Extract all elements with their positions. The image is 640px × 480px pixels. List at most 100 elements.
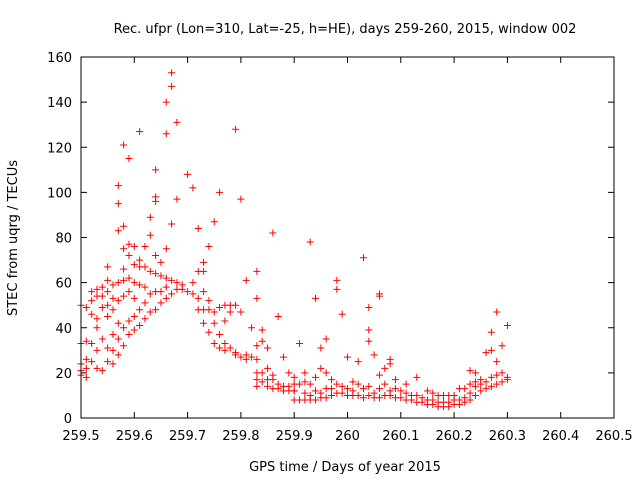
y-tick-label: 120 (47, 141, 72, 156)
data-point (114, 200, 122, 208)
data-point (104, 312, 112, 320)
data-point (322, 335, 330, 343)
data-point (173, 279, 181, 287)
data-point (120, 342, 128, 350)
data-point (503, 373, 511, 381)
data-point (157, 288, 165, 296)
data-point (301, 378, 309, 386)
data-point (205, 306, 213, 314)
data-point (141, 243, 149, 251)
data-point (248, 353, 256, 361)
chart-title: Rec. ufpr (Lon=310, Lat=-25, h=HE), days… (114, 22, 577, 37)
data-point (418, 394, 426, 402)
data-point (98, 292, 106, 300)
data-point (120, 292, 128, 300)
data-point (301, 389, 309, 397)
data-point (269, 229, 277, 237)
data-point (237, 353, 245, 361)
data-point (82, 355, 90, 363)
data-point (248, 324, 256, 332)
data-point (285, 382, 293, 390)
data-point (482, 385, 490, 393)
data-point (136, 306, 144, 314)
data-point (146, 267, 154, 275)
data-point (386, 387, 394, 395)
data-point (493, 371, 501, 379)
data-point (200, 319, 208, 327)
data-point (173, 118, 181, 126)
data-point (216, 303, 224, 311)
data-point (109, 360, 117, 368)
data-point (93, 285, 101, 293)
data-point (120, 276, 128, 284)
data-point (253, 376, 261, 384)
data-point (200, 258, 208, 266)
x-tick-label: 260.3 (489, 429, 526, 444)
data-point (130, 261, 138, 269)
data-point (157, 299, 165, 307)
data-point (381, 380, 389, 388)
data-point (455, 396, 463, 404)
data-point (290, 387, 298, 395)
data-point (210, 218, 218, 226)
data-point (375, 290, 383, 298)
data-point (146, 213, 154, 221)
data-point (194, 294, 202, 302)
data-point (498, 378, 506, 386)
data-point (184, 170, 192, 178)
data-point (136, 281, 144, 289)
data-point (205, 328, 213, 336)
y-tick-label: 160 (47, 51, 72, 66)
data-point (498, 342, 506, 350)
data-point (210, 319, 218, 327)
data-point (375, 371, 383, 379)
data-point (216, 344, 224, 352)
data-point (253, 355, 261, 363)
data-point (285, 369, 293, 377)
data-point (349, 387, 357, 395)
data-point (487, 382, 495, 390)
data-point (338, 389, 346, 397)
data-point (312, 396, 320, 404)
data-point (141, 299, 149, 307)
data-point (120, 265, 128, 273)
data-point (109, 331, 117, 339)
x-tick-label: 260.5 (595, 429, 632, 444)
data-point (365, 303, 373, 311)
data-point (104, 344, 112, 352)
y-tick-label: 60 (55, 277, 72, 292)
data-point (109, 294, 117, 302)
y-tick-label: 80 (55, 232, 72, 247)
data-point (152, 306, 160, 314)
data-point (125, 331, 133, 339)
data-point (114, 279, 122, 287)
data-point (429, 396, 437, 404)
data-point (157, 272, 165, 280)
data-point (125, 288, 133, 296)
data-point (333, 380, 341, 388)
x-tick-label: 259.5 (62, 429, 99, 444)
data-point (354, 391, 362, 399)
data-point (88, 310, 96, 318)
y-tick-label: 40 (55, 322, 72, 337)
y-tick-label: 100 (47, 186, 72, 201)
data-point (264, 364, 272, 372)
data-point (152, 270, 160, 278)
data-point (232, 301, 240, 309)
data-point (152, 166, 160, 174)
x-axis-label: GPS time / Days of year 2015 (249, 460, 441, 475)
data-point (450, 391, 458, 399)
data-point (487, 328, 495, 336)
data-point (168, 276, 176, 284)
data-point (359, 254, 367, 262)
data-point (296, 380, 304, 388)
data-point (264, 382, 272, 390)
y-axis-label: STEC from uqrg / TECUs (6, 160, 21, 316)
data-point (162, 283, 170, 291)
data-point (471, 378, 479, 386)
data-point (429, 389, 437, 397)
data-point (317, 389, 325, 397)
data-point (141, 263, 149, 271)
data-point (306, 380, 314, 388)
data-point (216, 188, 224, 196)
